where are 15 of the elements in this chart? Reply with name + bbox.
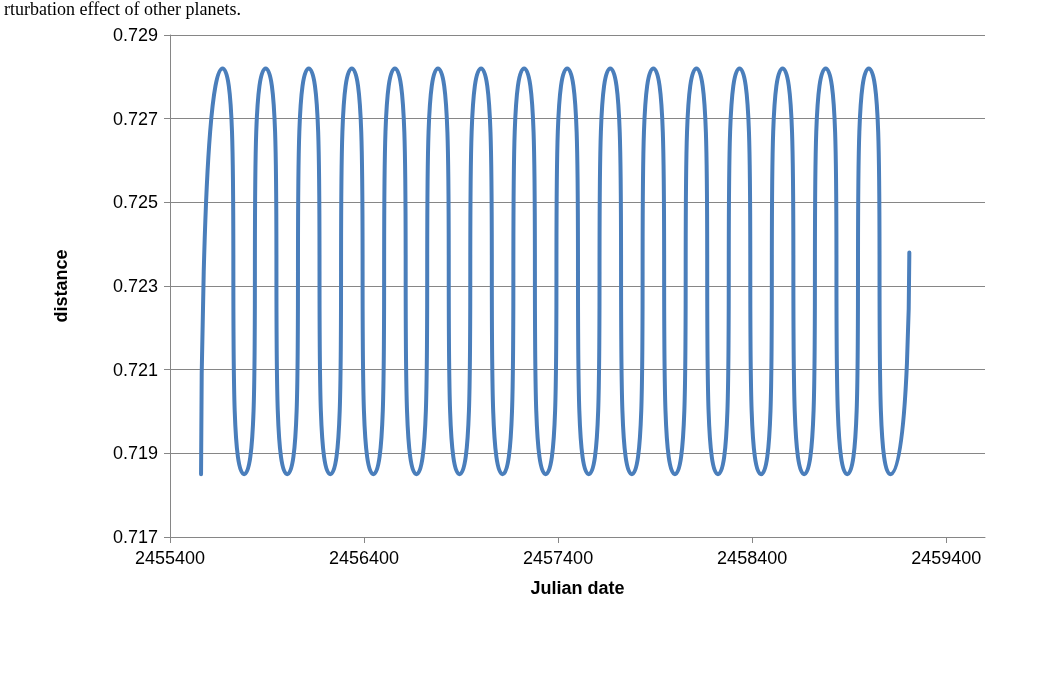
y-tick-label: 0.717 xyxy=(112,527,158,547)
x-tick-label: 2459400 xyxy=(911,548,982,568)
text: rturbation effect of other planets. xyxy=(4,0,242,19)
x-tick-label: 2457400 xyxy=(523,548,594,568)
y-axis-title: distance xyxy=(51,249,71,323)
x-tick-label: 2456400 xyxy=(329,548,400,568)
x-tick-label: 2458400 xyxy=(717,548,788,568)
y-tick-label: 0.721 xyxy=(112,359,158,380)
y-tick-label: 0.725 xyxy=(112,192,158,213)
x-tick-label: 2455400 xyxy=(134,548,206,568)
y-tick-label: 0.719 xyxy=(112,443,158,464)
y-tick-label: 0.729 xyxy=(112,25,158,45)
y-tick-label: 0.727 xyxy=(112,108,158,129)
y-tick-label: 0.723 xyxy=(112,276,158,296)
x-axis-title: Julian date xyxy=(530,578,625,598)
